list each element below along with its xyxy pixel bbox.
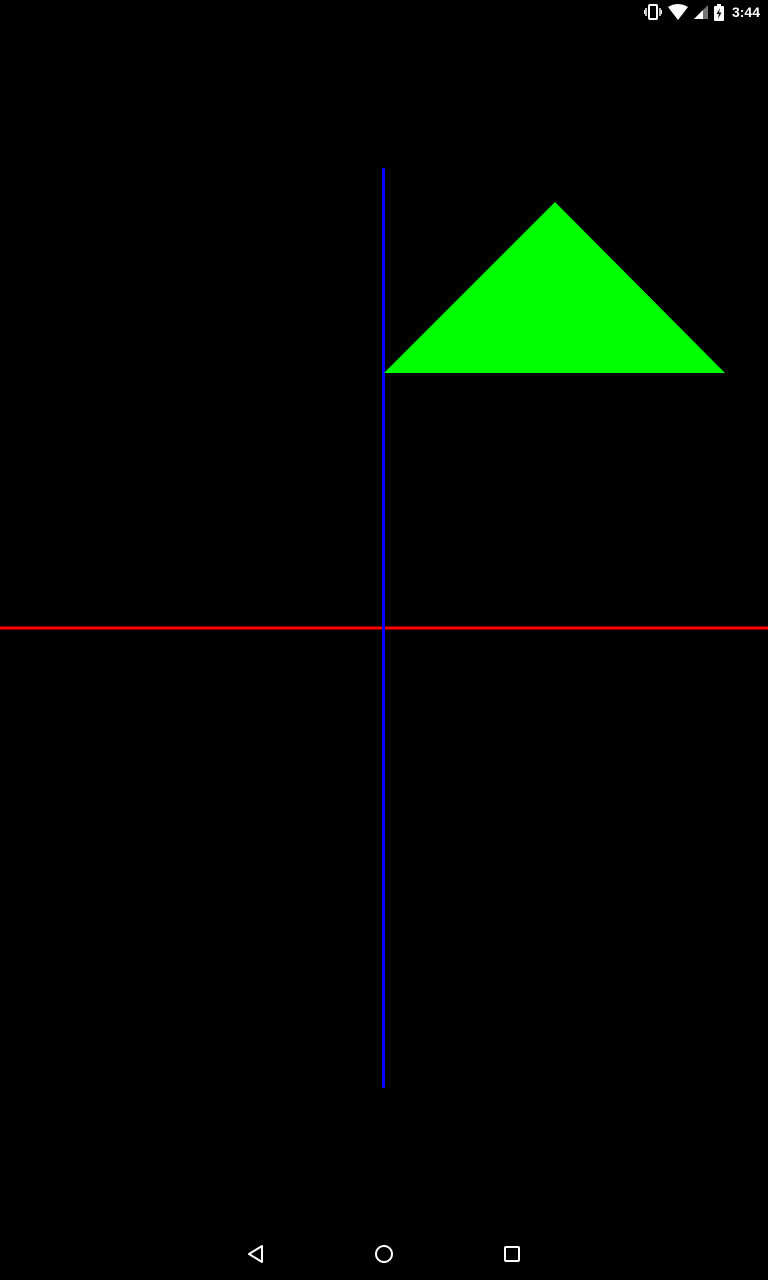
cell-signal-icon <box>693 5 708 19</box>
back-button[interactable] <box>224 1232 288 1280</box>
status-clock: 3:44 <box>731 4 760 20</box>
green-triangle <box>384 202 725 373</box>
home-button[interactable] <box>352 1232 416 1280</box>
wifi-icon <box>667 4 688 20</box>
home-icon <box>374 1244 394 1269</box>
navigation-bar <box>0 1232 768 1280</box>
status-bar: 3:44 <box>0 0 768 24</box>
recents-icon <box>503 1245 521 1268</box>
recents-button[interactable] <box>480 1232 544 1280</box>
vibrate-icon <box>643 4 662 20</box>
battery-charging-icon <box>713 3 724 21</box>
back-icon <box>246 1244 266 1269</box>
